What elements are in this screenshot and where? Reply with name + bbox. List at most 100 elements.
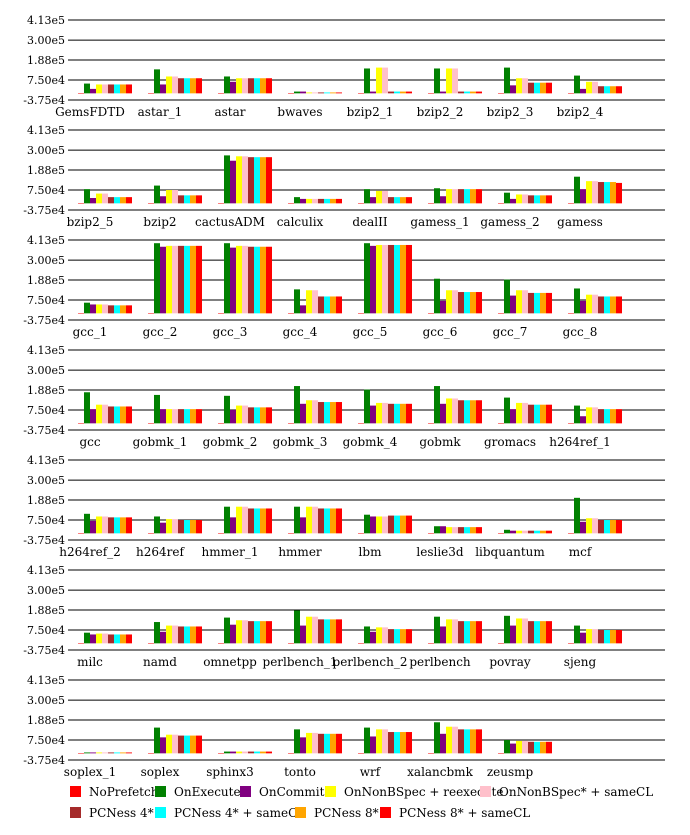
legend-label: OnNonBSpec* + sameCL [499,785,653,799]
bar [516,618,522,644]
legend-swatch [70,786,81,797]
bar [470,91,476,94]
bar [464,189,470,204]
category-label: astar [214,105,245,119]
bar [184,409,190,424]
bar [172,245,178,314]
bar [358,203,364,204]
category-label: povray [489,655,531,669]
bar [294,729,300,754]
bar [120,517,126,534]
y-tick-label: 7.50e4 [27,184,65,197]
bar [534,621,540,644]
bar [510,409,516,424]
bar [114,517,120,534]
y-tick-label: 1.88e5 [27,164,65,177]
bar [394,515,400,534]
bar [260,157,266,204]
bar [510,85,516,94]
bar [388,197,394,204]
bar [510,743,516,754]
bar [160,522,166,534]
y-tick-label: 1.88e5 [27,494,65,507]
bar [294,91,300,94]
bar [190,78,196,94]
category-label: bzip2_4 [557,105,604,119]
bar [364,626,370,644]
bar [394,197,400,204]
bar [102,633,108,644]
bar [434,278,440,314]
bar [218,203,224,204]
bar [172,190,178,204]
bar [84,632,90,644]
bar [254,78,260,94]
category-label: tonto [284,765,316,779]
bar [364,389,370,424]
bar [336,402,342,424]
bar [96,752,102,754]
bar [458,292,464,314]
bar [504,740,510,754]
bar [266,508,272,534]
bar [266,621,272,644]
bar [470,292,476,314]
y-tick-label: 4.13e5 [27,344,65,357]
category-label: perlbench_2 [333,655,408,669]
bar [254,407,260,424]
y-tick-label: 3.00e5 [27,694,65,707]
y-tick-label: 4.13e5 [27,454,65,467]
category-label: gamess [557,215,603,229]
bar [376,627,382,644]
bar [288,753,294,754]
bar [306,198,312,204]
bar [324,92,330,94]
bar [126,84,132,94]
bar [236,405,242,424]
bar [248,246,254,314]
bar [312,92,318,94]
bar [160,737,166,754]
bar [534,82,540,94]
bar [452,290,458,314]
bar [178,245,184,314]
bar [428,313,434,314]
bar [586,518,592,534]
bar [476,621,482,644]
category-label: gamess_1 [410,215,469,229]
bar [218,533,224,534]
bar [230,81,236,94]
bar [528,741,534,754]
bar [452,398,458,424]
bar [224,155,230,204]
bar [288,203,294,204]
bar [470,729,476,754]
bar [498,643,504,644]
category-label: soplex [141,765,180,779]
bar [312,616,318,644]
bar [476,400,482,424]
bar [166,190,172,204]
bar [254,157,260,204]
bar [300,737,306,754]
bar [546,292,552,314]
bar [90,198,96,204]
bar [318,402,324,424]
bar [406,403,412,424]
category-label: h264ref [136,545,185,559]
bar [306,732,312,754]
bar [568,93,574,94]
bar [288,533,294,534]
bar [126,634,132,644]
bar [458,621,464,644]
y-tick-label: 4.13e5 [27,564,65,577]
bar [388,515,394,534]
legend-label: NoPrefetch [89,785,159,799]
bar [154,243,160,314]
bar [498,203,504,204]
bar [428,533,434,534]
bar [434,616,440,644]
bar [96,304,102,314]
bar [604,520,610,534]
bar [546,195,552,204]
